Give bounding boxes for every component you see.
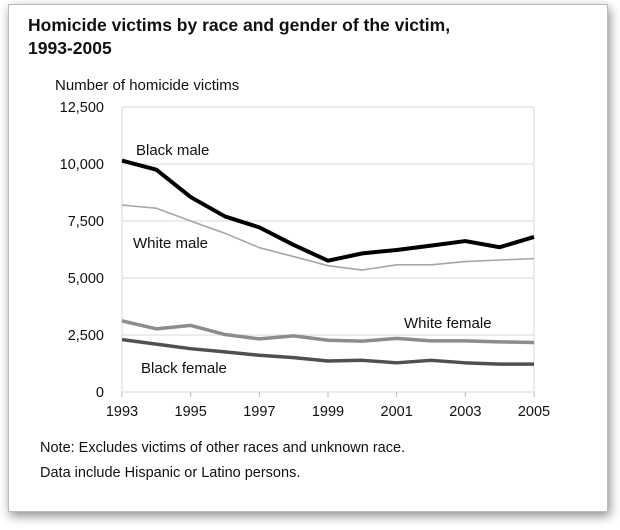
series-label-black-female: Black female xyxy=(141,360,227,377)
series-line-black-male xyxy=(121,158,535,263)
series-label-white-female: White female xyxy=(404,315,492,332)
series-label-white-male: White male xyxy=(133,235,208,252)
note-line-2: Data include Hispanic or Latino persons. xyxy=(40,465,301,481)
series-label-black-male: Black male xyxy=(136,142,209,159)
y-tick-label: 7,500 xyxy=(68,214,104,230)
y-tick-label: 2,500 xyxy=(68,328,104,344)
x-tick-label: 1995 xyxy=(175,404,207,420)
chart-title: Homicide victims by race and gender of t… xyxy=(28,14,568,60)
note-line-1: Note: Excludes victims of other races an… xyxy=(40,440,406,456)
x-tick-label: 2005 xyxy=(518,404,550,420)
series-line-black-female xyxy=(121,337,534,366)
x-tick-label: 1997 xyxy=(243,404,275,420)
y-tick-label: 12,500 xyxy=(60,100,104,116)
y-axis-label: Number of homicide victims xyxy=(55,77,240,94)
x-tick-label: 1999 xyxy=(312,404,344,420)
title-line-2: 1993-2005 xyxy=(28,38,112,58)
y-tick-label: 10,000 xyxy=(60,157,104,173)
x-tick-label: 1993 xyxy=(106,404,138,420)
y-tick-label: 5,000 xyxy=(68,271,104,287)
series-line-white-female xyxy=(121,319,535,345)
x-tick-label: 2001 xyxy=(381,404,413,420)
y-tick-label: 0 xyxy=(96,385,104,401)
chart-window xyxy=(8,4,608,512)
series-line-white-male xyxy=(121,204,535,271)
x-tick-label: 2003 xyxy=(449,404,481,420)
title-line-1: Homicide victims by race and gender of t… xyxy=(28,15,451,35)
